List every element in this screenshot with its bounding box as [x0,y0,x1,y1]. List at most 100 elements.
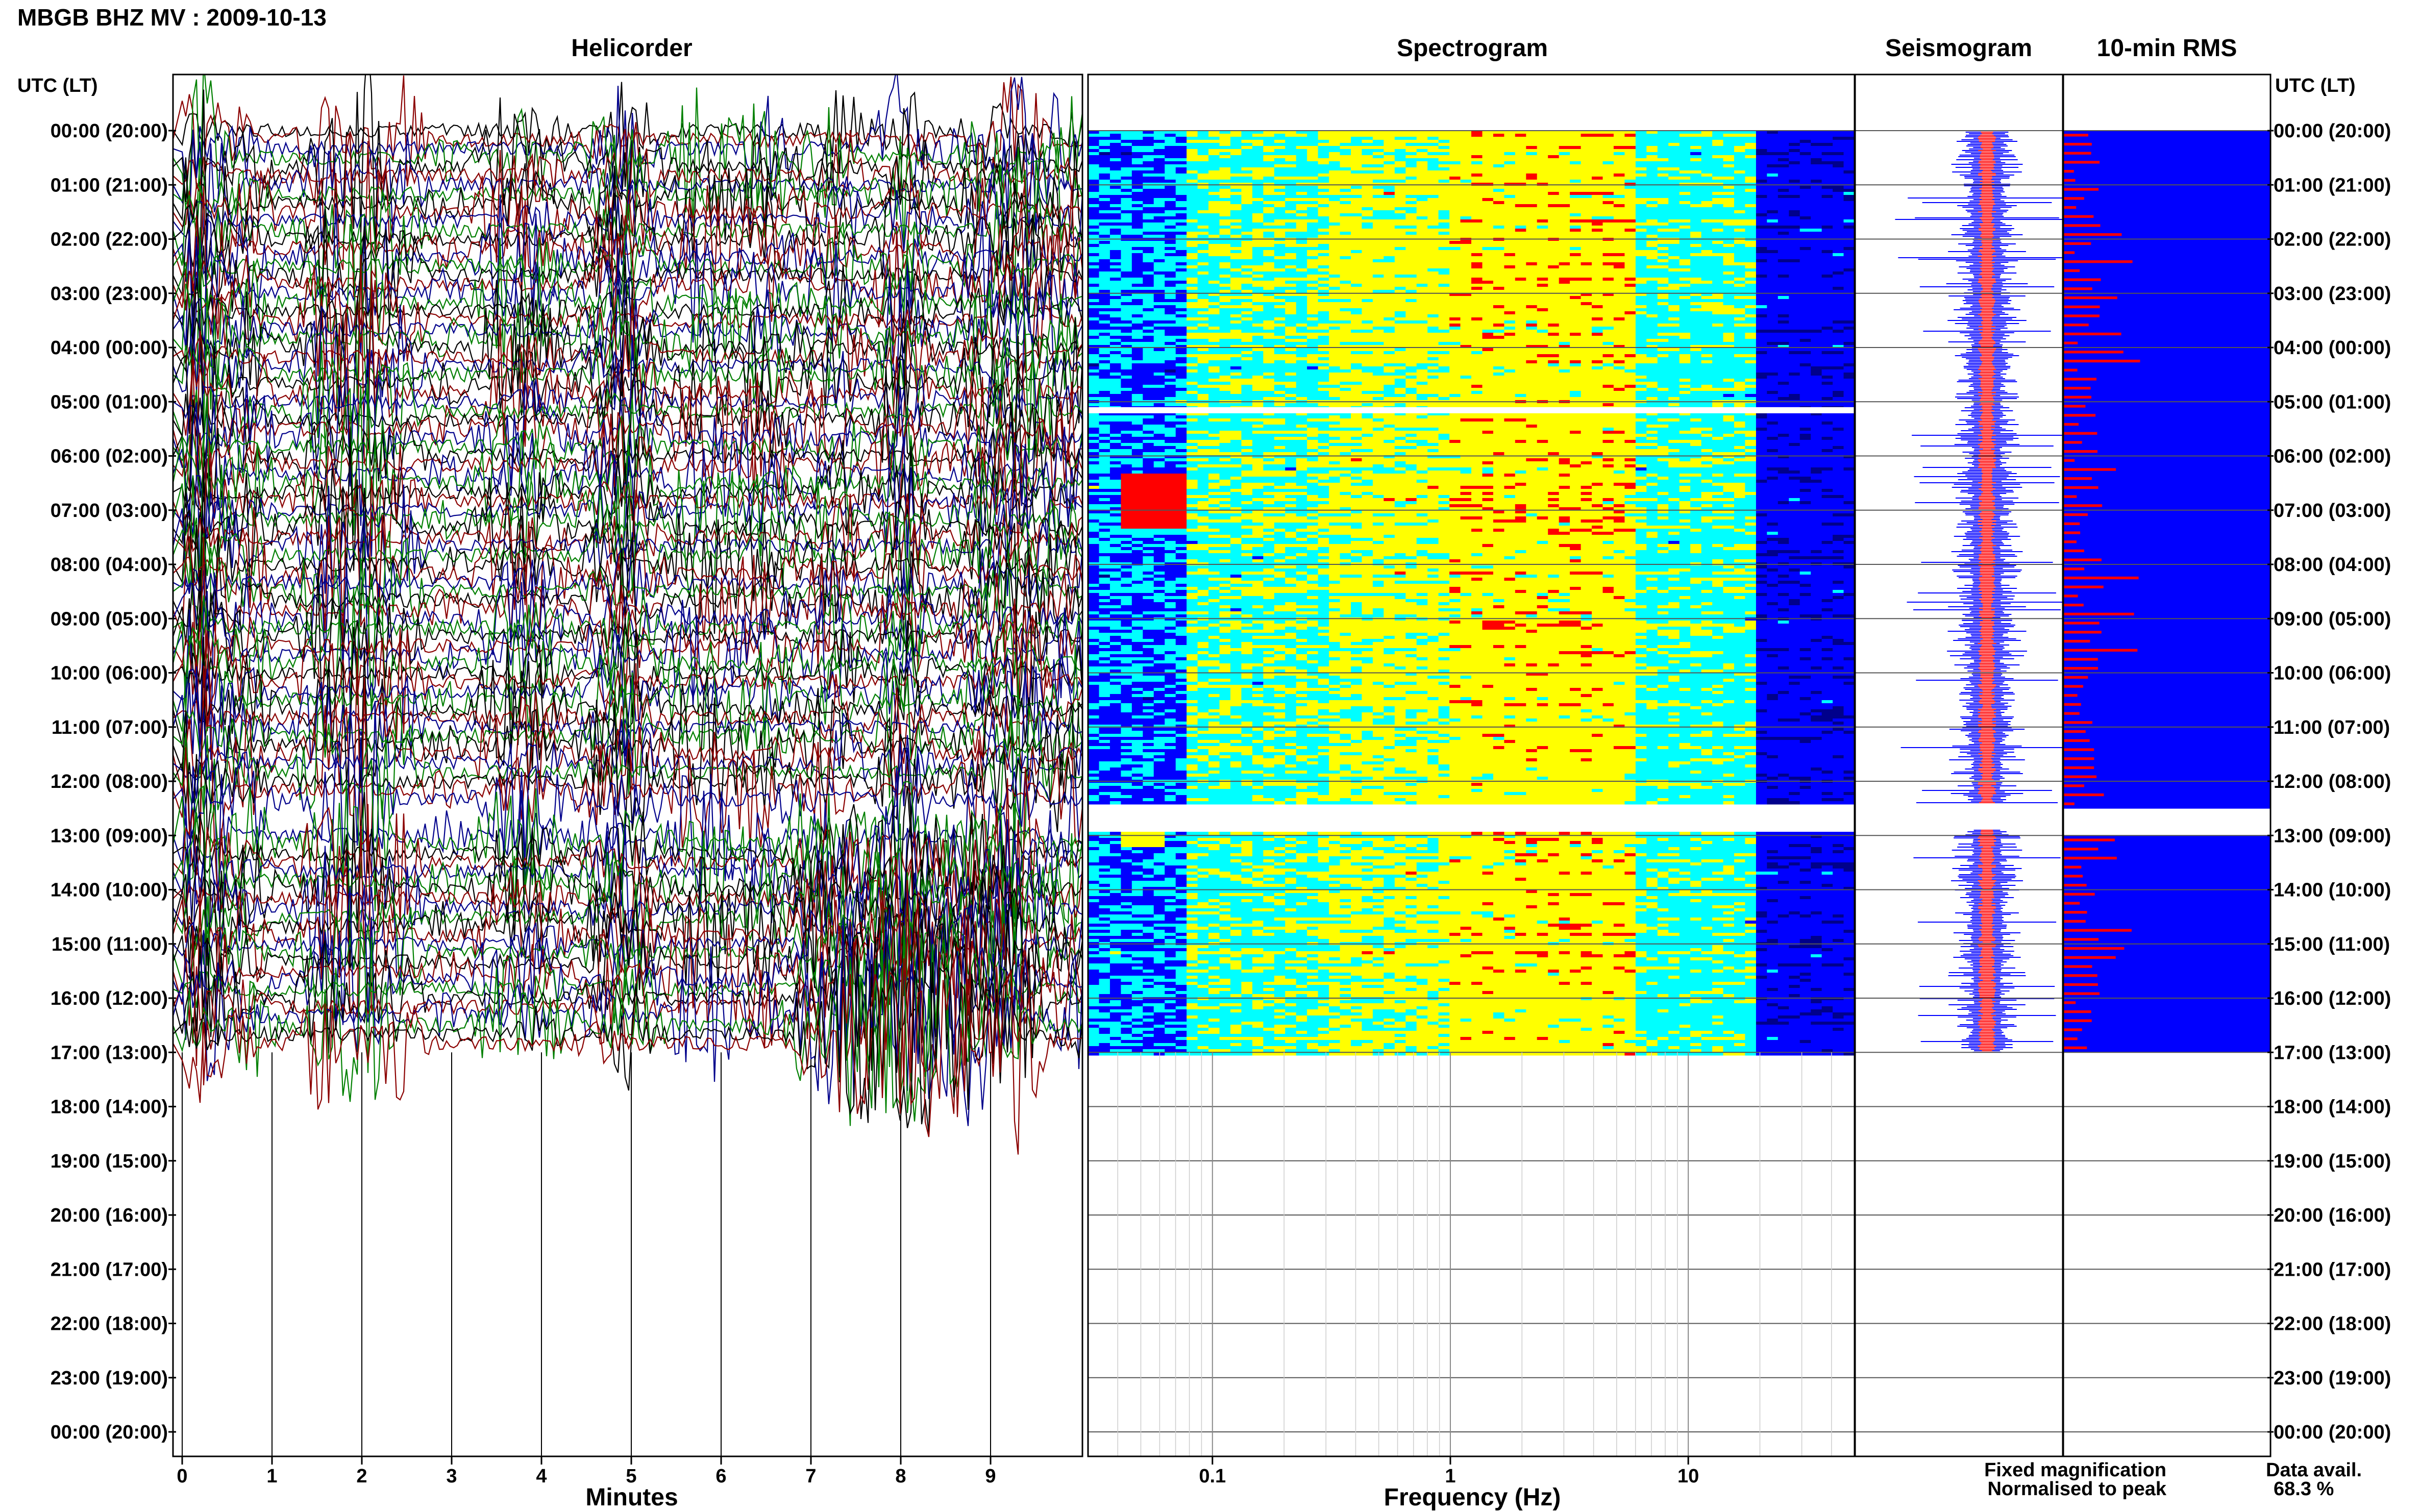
spectrogram-cell [1351,271,1362,275]
spectrogram-cell [1340,299,1351,303]
spectrogram-cell [1373,302,1384,306]
spectrogram-cell [1614,256,1625,260]
spectrogram-cell [1515,137,1526,140]
spectrogram-cell [1220,173,1231,177]
spectrogram-cell [1461,152,1472,156]
spectrogram-cell [1712,256,1723,260]
spectrogram-cell [1230,271,1242,275]
spectrogram-cell [1143,330,1154,333]
spectrogram-cell [1132,192,1143,195]
spectrogram-cell [1285,324,1296,327]
spectrogram-cell [1088,158,1099,162]
spectrogram-cell [1668,247,1680,251]
spectrogram-cell [1307,268,1318,272]
spectrogram-cell [1208,299,1220,303]
spectrogram-cell [1844,177,1855,180]
spectrogram-cell [1636,299,1647,303]
spectrogram-cell [1405,308,1417,312]
spectrogram-cell [1220,207,1231,211]
spectrogram-cell [1658,140,1669,143]
spectrogram-cell [1143,333,1154,336]
spectrogram-cell [1515,219,1526,223]
spectrogram-cell [1176,216,1187,220]
spectrogram-cell [1165,278,1176,281]
spectrogram-cell [1088,180,1099,183]
spectrogram-cell [1154,232,1165,235]
spectrogram-cell [1844,330,1855,333]
spectrogram-cell [1493,265,1504,269]
spectrogram-cell [1680,281,1691,284]
spectrogram-cell [1220,186,1231,189]
spectrogram-cell [1165,330,1176,333]
spectrogram-cell [1668,232,1680,235]
spectrogram-cell [1515,339,1526,342]
spectrogram-cell [1624,201,1636,205]
spectrogram-cell [1668,320,1680,324]
spectrogram-cell [1734,281,1745,284]
spectrogram-cell [1263,204,1274,208]
spectrogram-cell [1263,284,1274,287]
spectrogram-cell [1493,305,1504,309]
spectrogram-cell [1132,204,1143,208]
spectrogram-cell [1614,333,1625,336]
spectrogram-cell [1515,271,1526,275]
spectrogram-cell [1088,198,1099,202]
spectrogram-cell [1559,210,1570,214]
spectrogram-cell [1624,268,1636,272]
spectrogram-cell [1548,143,1559,146]
spectrogram-cell [1504,281,1515,284]
spectrogram-cell [1351,250,1362,254]
spectrogram-cell [1121,207,1132,211]
spectrogram-cell [1099,195,1110,199]
spectrogram-cell [1461,241,1472,244]
spectrogram-cell [1208,247,1220,251]
spectrogram-cell [1110,253,1121,257]
spectrogram-cell [1526,342,1537,345]
spectrogram-cell [1811,226,1822,229]
spectrogram-cell [1646,143,1658,146]
spectrogram-cell [1680,259,1691,263]
spectrogram-cell [1132,170,1143,174]
spectrogram-cell [1318,308,1329,312]
spectrogram-cell [1844,216,1855,220]
spectrogram-cell [1493,201,1504,205]
spectrogram-cell [1362,155,1373,159]
spectrogram-cell [1274,170,1286,174]
spectrogram-cell [1559,333,1570,336]
spectrogram-cell [1220,256,1231,260]
spectrogram-cell [1822,265,1833,269]
spectrogram-cell [1176,278,1187,281]
spectrogram-cell [1230,167,1242,171]
spectrogram-cell [1811,339,1822,342]
spectrogram-cell [1143,348,1154,352]
spectrogram-cell [1439,219,1450,223]
spectrogram-cell [1624,320,1636,324]
spectrogram-cell [1504,247,1515,251]
spectrogram-cell [1241,259,1252,263]
spectrogram-cell [1614,158,1625,162]
spectrogram-cell [1603,155,1614,159]
spectrogram-cell [1230,320,1242,324]
spectrogram-cell [1427,262,1439,266]
spectrogram-cell [1701,149,1713,153]
spectrogram-cell [1701,158,1713,162]
spectrogram-cell [1198,339,1209,342]
spectrogram-cell [1099,320,1110,324]
spectrogram-cell [1614,299,1625,303]
spectrogram-cell [1756,308,1767,312]
spectrogram-cell [1132,167,1143,171]
spectrogram-cell [1296,167,1307,171]
spectrogram-cell [1274,173,1286,177]
spectrogram-cell [1340,336,1351,339]
spectrogram-cell [1680,247,1691,251]
spectrogram-cell [1789,180,1800,183]
spectrogram-cell [1712,216,1723,220]
spectrogram-cell [1351,143,1362,146]
spectrogram-cell [1274,161,1286,165]
spectrogram-cell [1318,232,1329,235]
spectrogram-cell [1493,232,1504,235]
spectrogram-cell [1296,256,1307,260]
spectrogram-cell [1110,241,1121,244]
spectrogram-cell [1559,149,1570,153]
spectrogram-cell [1449,336,1461,339]
